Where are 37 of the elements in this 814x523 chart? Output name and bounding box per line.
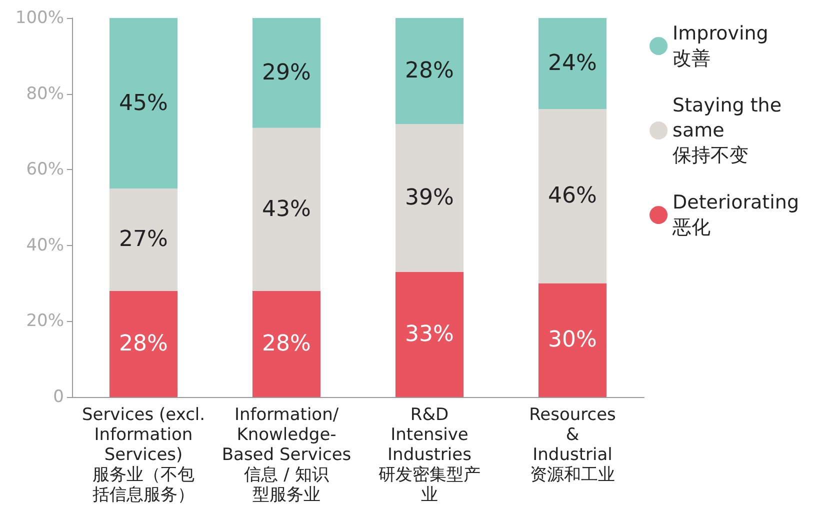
bar xyxy=(252,128,320,291)
y-tick-label: 20% xyxy=(26,311,64,332)
data-label: 27% xyxy=(119,227,168,252)
data-label: 46% xyxy=(548,184,597,209)
data-label: 28% xyxy=(405,58,454,84)
bar xyxy=(396,124,464,272)
data-label: 43% xyxy=(262,196,311,222)
y-tick-label: 60% xyxy=(26,160,64,180)
data-label: 29% xyxy=(262,60,311,86)
bar xyxy=(396,272,464,397)
legend-label: Deteriorating 恶化 xyxy=(672,192,800,238)
bar xyxy=(538,283,606,397)
data-label: 30% xyxy=(548,328,597,353)
bar xyxy=(110,18,178,189)
data-label: 24% xyxy=(548,50,597,76)
x-tick-label: Resources & Industrial 资源和工业 xyxy=(529,405,616,485)
y-tick-label: 0 xyxy=(53,387,64,407)
data-label: 28% xyxy=(262,331,311,356)
bar xyxy=(538,18,606,109)
bar xyxy=(538,108,606,284)
y-tick-label: 40% xyxy=(26,235,64,256)
y-tick-label: 100% xyxy=(15,8,64,28)
bar xyxy=(252,18,320,128)
bar xyxy=(252,290,320,397)
legend-label: Staying the same 保持不变 xyxy=(672,94,782,166)
x-tick-label: Information/ Knowledge- Based Services 信息 / 知识型服务业 xyxy=(222,405,352,505)
x-tick-label: R&D Intensive Industries 研发密集型产业 xyxy=(378,405,480,505)
data-label: 39% xyxy=(405,186,454,211)
data-label: 45% xyxy=(119,90,168,116)
data-label: 33% xyxy=(405,322,454,347)
bar xyxy=(396,18,464,124)
data-label: 28% xyxy=(119,331,168,356)
y-tick-label: 80% xyxy=(26,84,64,104)
bar xyxy=(110,290,178,397)
legend-label: Improving 改善 xyxy=(672,22,768,70)
x-tick-label: Services (excl. Information Services) 服务业（不包括信息服务） xyxy=(82,405,206,505)
bar xyxy=(110,188,178,291)
